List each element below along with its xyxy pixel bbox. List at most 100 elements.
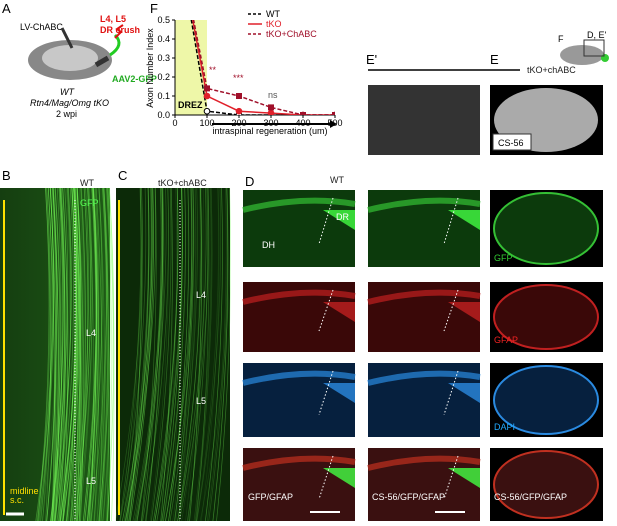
fiber bbox=[49, 187, 69, 522]
fiber bbox=[164, 187, 194, 522]
fiber bbox=[71, 187, 89, 522]
root-signal bbox=[323, 468, 355, 488]
dotted-line bbox=[318, 197, 334, 245]
label: tKO+chABC bbox=[158, 178, 207, 188]
fiber bbox=[35, 187, 54, 522]
dotted-line bbox=[318, 455, 334, 500]
fiber bbox=[54, 187, 72, 522]
fiber bbox=[102, 187, 110, 522]
label: LV-ChABC bbox=[20, 22, 63, 32]
fiber bbox=[169, 187, 195, 522]
fiber bbox=[54, 187, 62, 522]
x-tick-label: 0 bbox=[172, 118, 177, 128]
section bbox=[493, 365, 599, 435]
label: GFP/GFAP bbox=[248, 492, 293, 502]
overlay-labels: WT GFP L4 L5 midline s.c. tKO+chABC L4 L… bbox=[10, 52, 576, 505]
inset: F D, E' bbox=[558, 30, 609, 65]
fiber bbox=[125, 187, 154, 522]
fiber bbox=[51, 187, 70, 522]
label: CS-56/GFP/GFAP bbox=[494, 492, 567, 502]
label-box bbox=[492, 133, 532, 151]
fiber bbox=[37, 187, 50, 522]
image bbox=[116, 188, 230, 521]
fiber bbox=[102, 187, 114, 522]
label: GFP bbox=[494, 253, 513, 263]
label: WT bbox=[60, 87, 75, 97]
fiber bbox=[53, 187, 61, 522]
y-tick-label: 0.4 bbox=[157, 34, 170, 44]
fiber bbox=[59, 187, 66, 522]
point bbox=[203, 92, 211, 100]
panel-a: A LV-ChABC L4, L5 DR crush AAV2-GFP WT R… bbox=[2, 1, 157, 119]
fiber bbox=[66, 187, 81, 522]
fiber bbox=[150, 187, 172, 522]
fiber bbox=[179, 187, 210, 522]
tissue-edge bbox=[242, 370, 356, 386]
fiber bbox=[173, 187, 198, 522]
dotted-line bbox=[443, 455, 459, 500]
fiber bbox=[66, 187, 77, 522]
fiber bbox=[194, 187, 213, 522]
root bbox=[601, 54, 609, 62]
fiber bbox=[119, 187, 147, 522]
fiber bbox=[107, 187, 115, 522]
fiber bbox=[47, 187, 55, 522]
fiber bbox=[178, 187, 201, 522]
fiber bbox=[98, 187, 111, 522]
crush-icon bbox=[114, 24, 124, 39]
fiber bbox=[49, 187, 57, 522]
fiber bbox=[87, 187, 103, 522]
fiber bbox=[142, 187, 169, 522]
point bbox=[268, 104, 274, 111]
plot-area bbox=[190, 20, 335, 115]
panel-letter: D bbox=[245, 174, 254, 189]
root-signal bbox=[323, 383, 355, 403]
label: L5 bbox=[86, 476, 96, 486]
fiber bbox=[122, 187, 142, 522]
x-tick-label: 300 bbox=[263, 118, 278, 128]
fiber bbox=[172, 187, 197, 522]
fiber bbox=[200, 187, 220, 522]
fiber bbox=[196, 187, 219, 522]
fiber bbox=[78, 187, 93, 522]
fiber bbox=[39, 187, 55, 522]
label: L4, L5 bbox=[100, 14, 126, 24]
image bbox=[0, 188, 110, 521]
fiber bbox=[212, 187, 229, 522]
fiber bbox=[195, 187, 210, 522]
fiber bbox=[128, 187, 150, 522]
fiber bbox=[132, 187, 163, 522]
fiber bbox=[175, 187, 197, 522]
legend-label: tKO bbox=[266, 19, 282, 29]
fiber bbox=[77, 187, 84, 522]
fiber bbox=[93, 187, 100, 522]
fiber bbox=[106, 187, 115, 522]
fiber bbox=[206, 187, 227, 522]
label: tKO+chABC bbox=[527, 65, 576, 75]
annotation: ** bbox=[209, 65, 217, 75]
region-label: DREZ bbox=[178, 100, 203, 110]
label: WT bbox=[80, 178, 94, 188]
point bbox=[203, 107, 211, 115]
tissue-edge bbox=[242, 197, 356, 213]
image bbox=[368, 85, 480, 155]
fiber bbox=[71, 187, 79, 522]
fiber bbox=[53, 187, 66, 522]
dotted-line bbox=[443, 370, 459, 415]
fiber bbox=[73, 187, 81, 522]
root-signal bbox=[448, 210, 480, 230]
label: CS-56/GFP/GFAP bbox=[372, 492, 445, 502]
tissue-edge bbox=[367, 289, 481, 305]
label: Rtn4/Mag/Omg tKO bbox=[30, 98, 109, 108]
fiber bbox=[126, 187, 143, 522]
panels-bc: B C bbox=[0, 168, 231, 522]
fiber bbox=[125, 187, 152, 522]
tissue-edge bbox=[367, 197, 481, 213]
y-axis-label: Axon Number Index bbox=[145, 28, 155, 108]
panels-de bbox=[242, 69, 603, 521]
fiber bbox=[86, 187, 103, 522]
y-tick-label: 0.2 bbox=[157, 72, 170, 82]
root bbox=[109, 33, 121, 57]
fiber bbox=[56, 187, 72, 522]
